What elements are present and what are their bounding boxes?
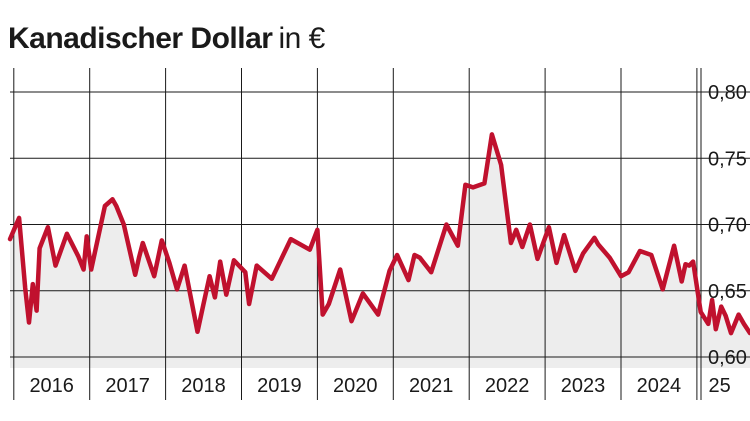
series-line xyxy=(7,132,750,336)
area-fill xyxy=(10,134,750,368)
x-tick-label: 2018 xyxy=(181,375,226,397)
y-tick-label: 0,80 xyxy=(708,82,747,104)
y-tick-label: 0,60 xyxy=(708,347,747,369)
x-tick-label: 2017 xyxy=(105,375,150,397)
x-tick-label: 2016 xyxy=(29,375,74,397)
y-tick-label: 0,65 xyxy=(708,281,747,303)
x-tick-label: 2019 xyxy=(257,375,302,397)
chart-title-main: Kanadischer Dollar xyxy=(8,22,273,55)
chart-title-unit: in € xyxy=(278,22,325,55)
x-tick-label: 2024 xyxy=(637,375,682,397)
x-tick-label: 2023 xyxy=(561,375,606,397)
x-tick-label: 2020 xyxy=(333,375,378,397)
x-tick-label: 2021 xyxy=(409,375,454,397)
x-tick-label: 25 xyxy=(708,375,730,397)
y-tick-label: 0,70 xyxy=(708,215,747,237)
x-tick-label: 2022 xyxy=(485,375,530,397)
chart-title: Kanadischer Dollar in € xyxy=(8,22,325,56)
y-tick-label: 0,75 xyxy=(708,148,747,170)
